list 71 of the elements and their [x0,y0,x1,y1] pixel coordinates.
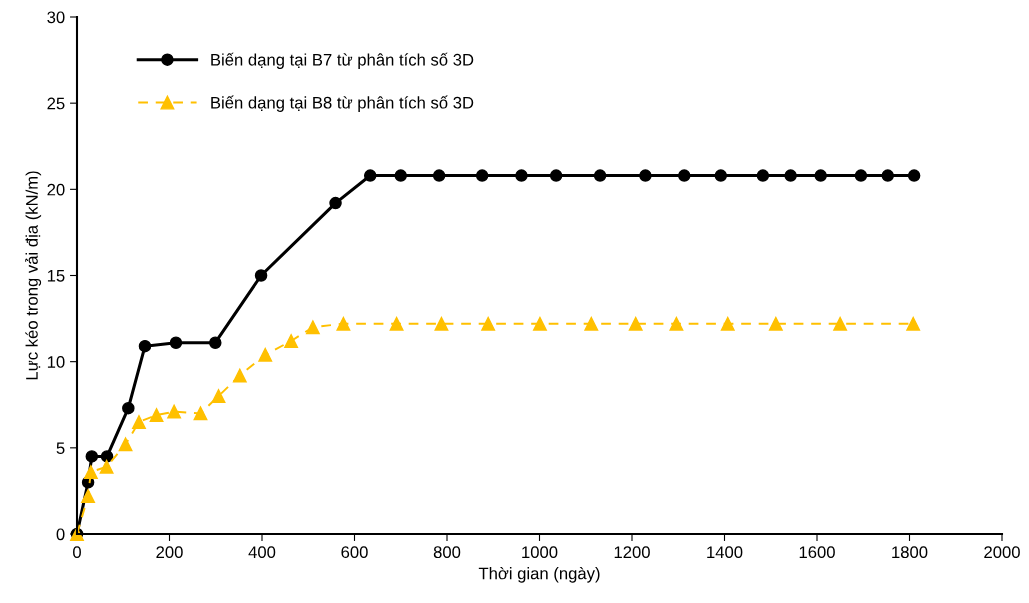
point [907,169,921,182]
point [639,169,652,182]
y-tick-label: 0 [56,528,65,541]
point [209,336,222,349]
point [336,316,351,331]
point [83,465,98,479]
point [432,169,446,182]
x-tick-label: 1400 [707,546,743,559]
point [167,404,182,419]
point [305,320,320,335]
point [284,334,299,348]
y-tick-label: 5 [56,442,65,455]
point [475,169,489,182]
point [394,169,408,182]
x-tick-label: 600 [341,546,368,559]
point [100,450,114,463]
point [628,316,643,331]
point [258,347,273,362]
point [211,389,226,404]
point [363,169,377,182]
x-tick-label: 1200 [614,546,650,559]
point [533,316,547,331]
legend-label: Biến dạng tại B7 từ phân tích số 3D [211,52,474,69]
x-tick-label: 1800 [892,546,928,559]
point [768,316,783,331]
point [85,450,99,463]
legend-label: Biến dạng tại B8 từ phân tích số 3D [211,95,474,112]
point [232,368,247,383]
y-tick-label: 10 [47,356,65,368]
x-tick-label: 400 [248,546,276,559]
y-tick-label: 20 [47,183,65,196]
point [481,316,496,331]
point [122,401,135,415]
point [549,169,563,182]
point [593,169,607,182]
x-tick-label: 800 [433,546,461,559]
point [254,269,268,282]
point [881,169,895,182]
point [132,415,146,429]
point [678,169,691,182]
x-tick-label: 200 [156,546,183,559]
y-axis-title: Lực kéo trong vải địa (kN/m) [25,171,42,380]
point [389,316,404,331]
point [714,169,728,182]
x-tick-label: 0 [73,546,81,559]
point [814,169,827,182]
y-tick-label: 25 [47,97,65,110]
point [720,316,735,331]
point [81,489,96,504]
x-tick-label: 2000 [984,546,1020,559]
point [193,406,208,421]
point [169,336,183,349]
point [756,169,770,182]
point [833,316,848,331]
point [434,316,449,331]
point [149,408,164,423]
point [515,169,528,182]
point [584,316,599,331]
point [784,169,797,182]
point [669,316,684,331]
y-tick-label: 15 [47,270,65,282]
point [329,196,342,210]
point [854,169,868,182]
point [118,437,133,452]
point [138,339,152,353]
x-tick-label: 1600 [799,546,835,559]
y-tick-label: 30 [47,11,65,24]
x-tick-label: 1000 [522,546,558,559]
point [906,316,921,331]
point [99,459,114,474]
x-axis-title: Thời gian (ngày) [478,566,600,583]
